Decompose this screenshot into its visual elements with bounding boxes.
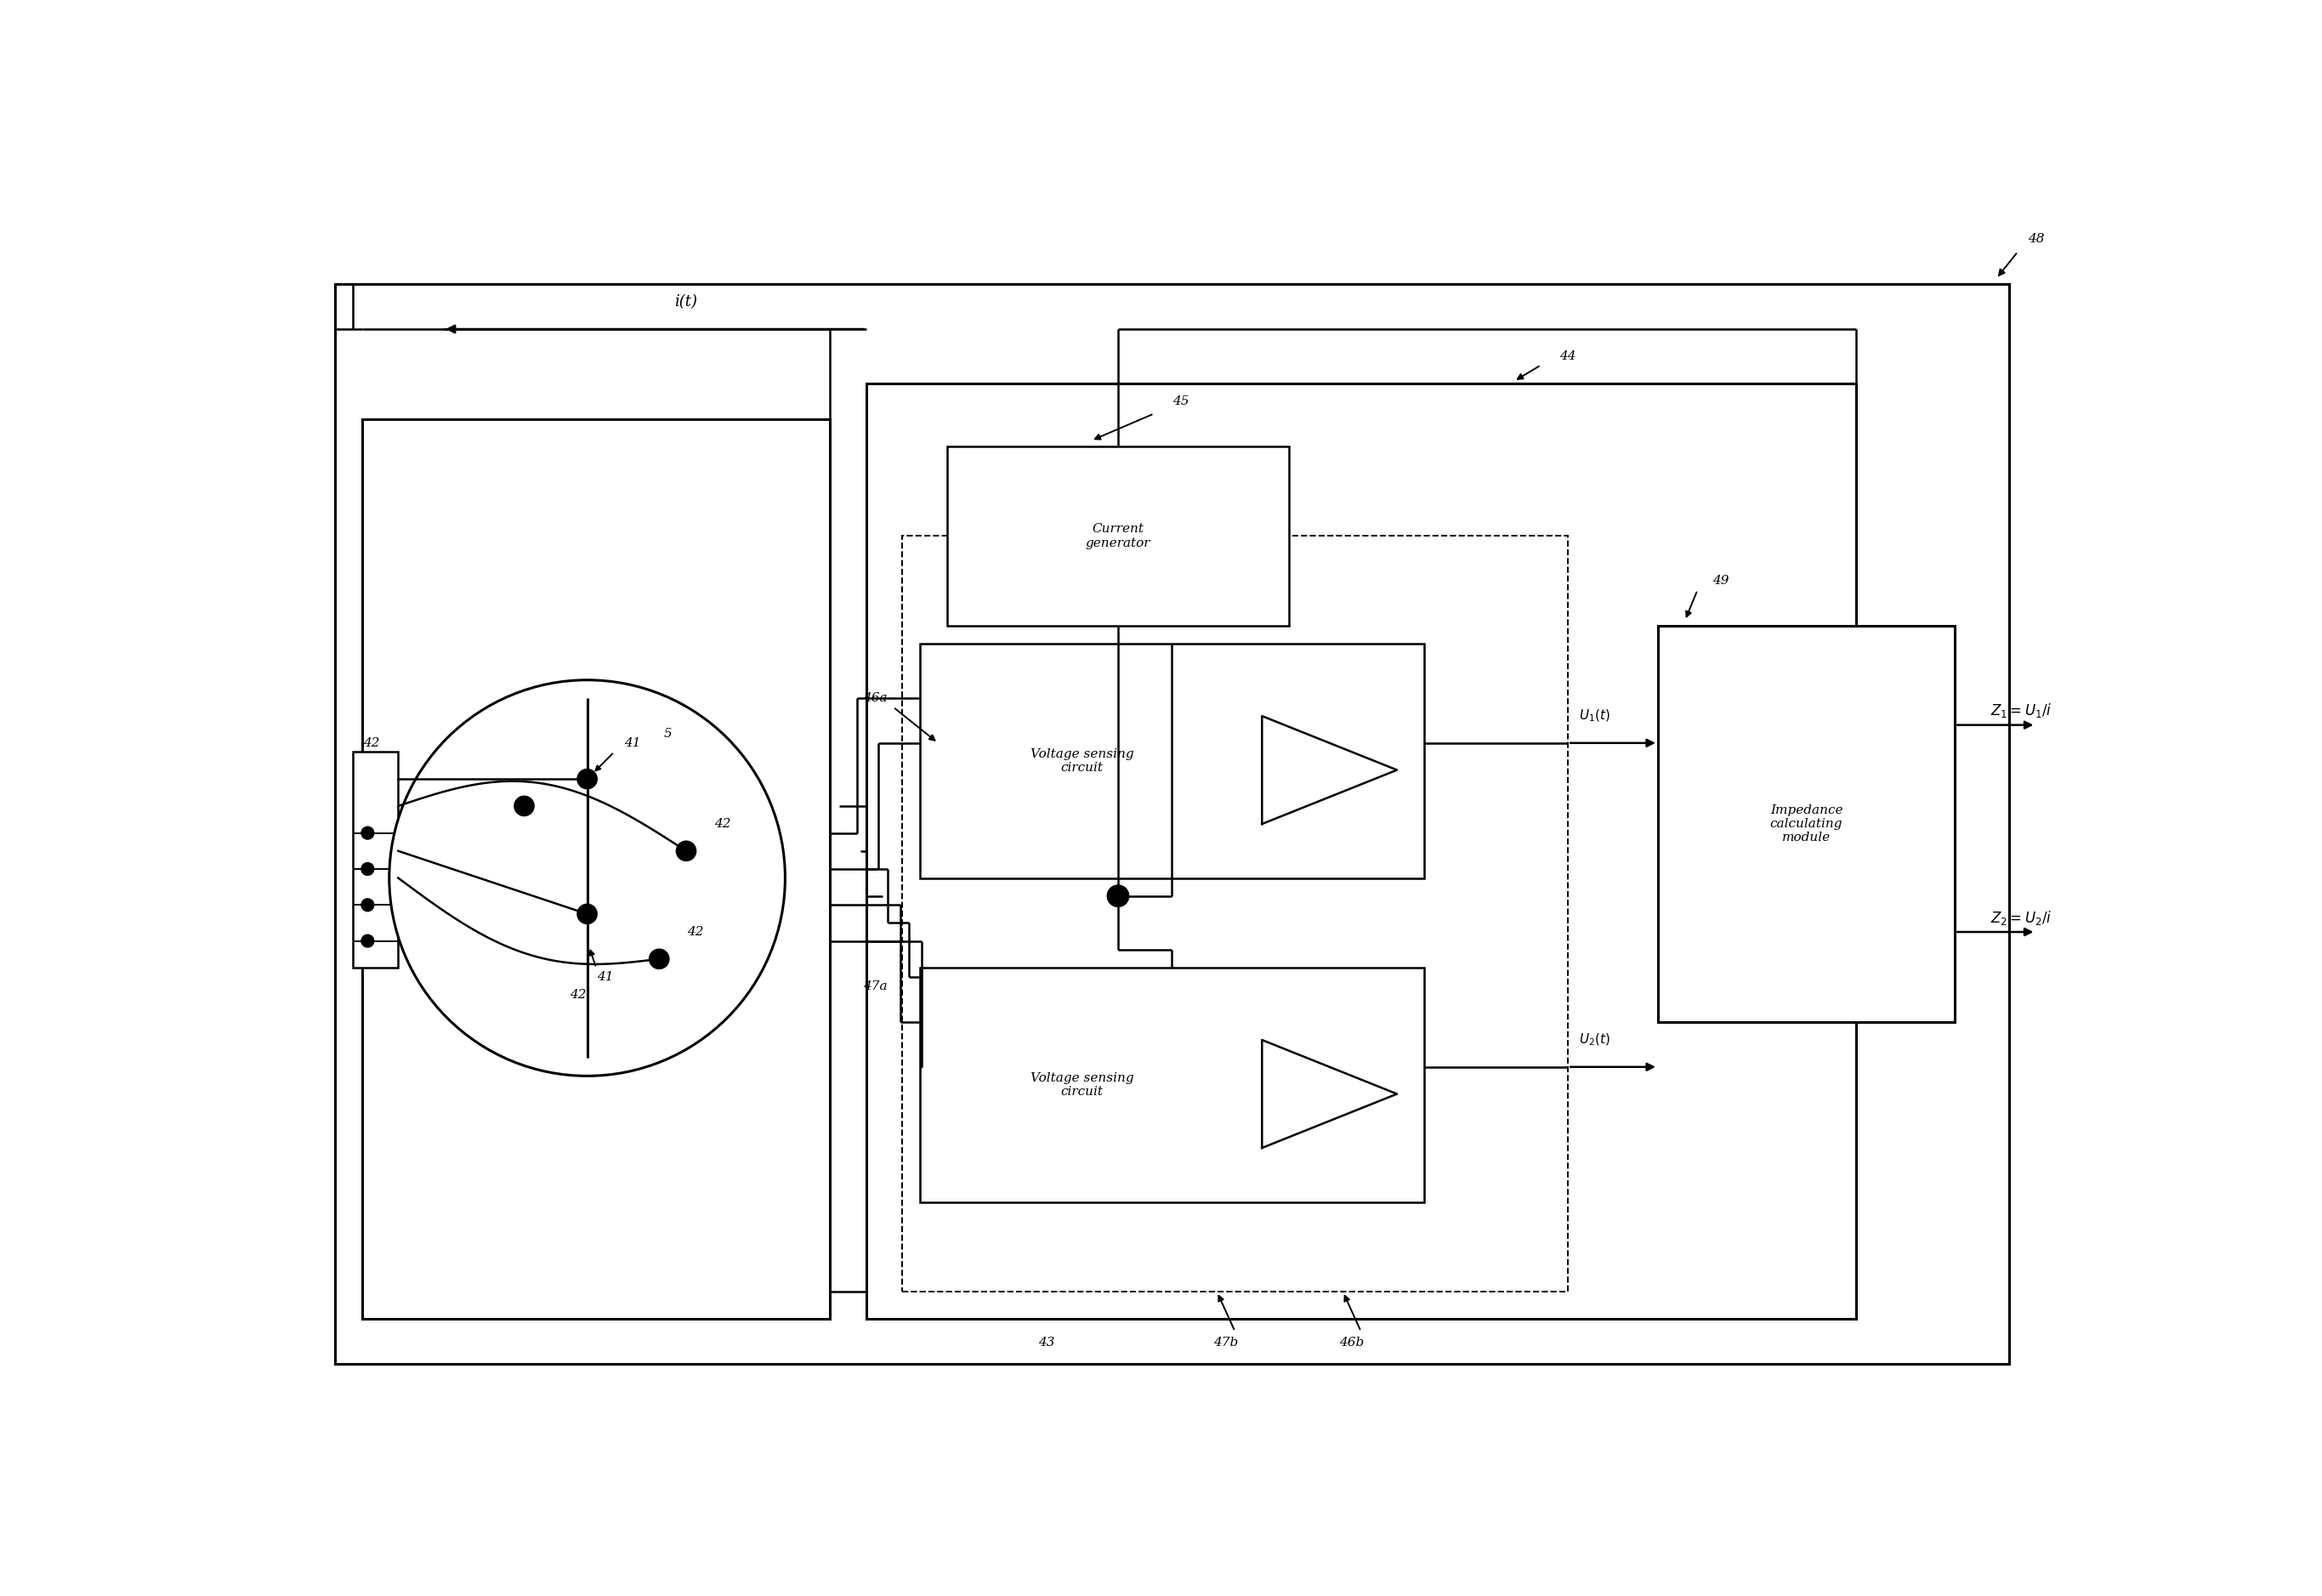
Bar — [362, 420, 831, 1318]
Bar — [920, 645, 1423, 878]
Text: 49: 49 — [1714, 575, 1730, 587]
Circle shape — [578, 769, 597, 788]
Polygon shape — [1263, 1041, 1398, 1148]
Text: 42: 42 — [569, 990, 587, 1001]
Circle shape — [513, 796, 534, 816]
Text: 46a: 46a — [864, 693, 887, 704]
Text: 47b: 47b — [1214, 1336, 1238, 1349]
Text: 44: 44 — [1560, 350, 1577, 362]
Circle shape — [650, 950, 669, 969]
Text: Voltage sensing
circuit: Voltage sensing circuit — [1031, 749, 1133, 774]
Text: 47a: 47a — [864, 980, 887, 991]
Text: $U_2 (t)$: $U_2 (t)$ — [1579, 1033, 1611, 1047]
Text: 42: 42 — [713, 819, 731, 830]
Polygon shape — [1263, 717, 1398, 824]
Bar — [901, 536, 1567, 1291]
Circle shape — [1108, 886, 1128, 907]
Text: 48: 48 — [2027, 233, 2043, 246]
Circle shape — [578, 903, 597, 924]
Bar — [334, 284, 2009, 1365]
Text: 41: 41 — [625, 737, 641, 749]
Bar — [353, 752, 399, 967]
Text: 43: 43 — [1038, 1336, 1054, 1349]
Text: $U_1 (t)$: $U_1 (t)$ — [1579, 709, 1611, 725]
Circle shape — [362, 899, 374, 911]
Text: 5: 5 — [664, 728, 673, 741]
Bar — [866, 383, 1855, 1318]
Text: 45: 45 — [1173, 396, 1189, 407]
Bar — [920, 967, 1423, 1202]
Circle shape — [390, 680, 785, 1076]
Bar — [947, 445, 1289, 626]
Text: 42: 42 — [362, 737, 378, 749]
Text: 42: 42 — [687, 926, 704, 938]
Bar — [1658, 626, 1955, 1021]
Text: i(t): i(t) — [676, 294, 697, 310]
Circle shape — [362, 935, 374, 948]
Text: Voltage sensing
circuit: Voltage sensing circuit — [1031, 1073, 1133, 1098]
Text: $Z_2= U_2 /i$: $Z_2= U_2 /i$ — [1990, 908, 2053, 927]
Circle shape — [362, 863, 374, 875]
Text: Impedance
calculating
module: Impedance calculating module — [1769, 804, 1844, 844]
Circle shape — [362, 827, 374, 839]
Circle shape — [676, 841, 697, 860]
Text: Current
generator: Current generator — [1084, 523, 1152, 549]
Text: 46b: 46b — [1340, 1336, 1365, 1349]
Text: $Z_1= U_1 /i$: $Z_1= U_1 /i$ — [1990, 702, 2053, 720]
Text: 41: 41 — [597, 970, 613, 983]
